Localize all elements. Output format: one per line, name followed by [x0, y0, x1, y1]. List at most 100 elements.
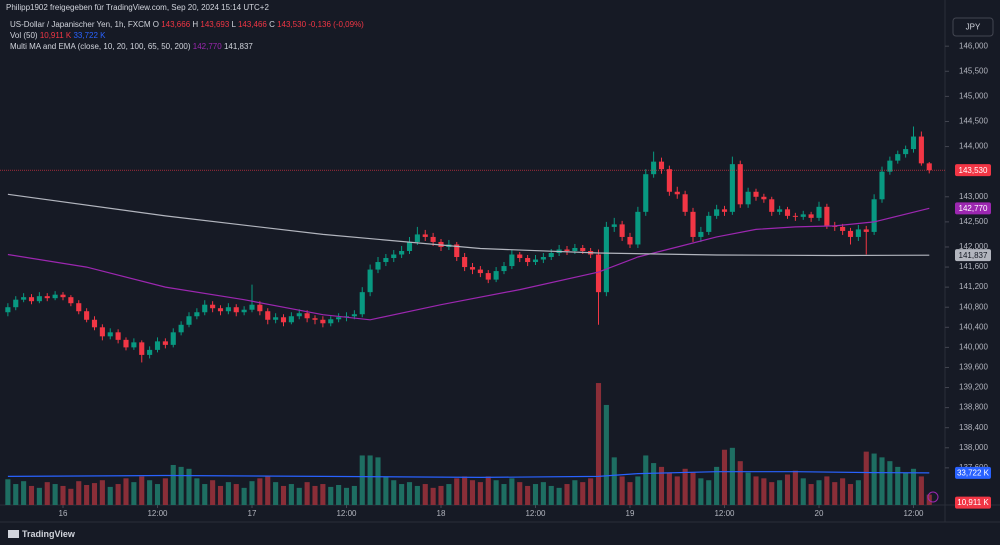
volume-bar: [320, 484, 326, 505]
candle-body: [651, 161, 657, 175]
volume-bar: [840, 478, 846, 505]
volume-bar: [800, 478, 806, 505]
candle-body: [887, 160, 893, 172]
volume-bar: [178, 466, 184, 505]
y-tick-label: 140,800: [959, 302, 988, 311]
candle-body: [580, 247, 586, 251]
moving-average-line: [7, 193, 930, 257]
candle-body: [729, 164, 735, 212]
volume-bar: [375, 457, 381, 505]
volume-bar: [761, 478, 767, 505]
price-tag: [955, 164, 991, 177]
volume-bar: [391, 480, 397, 505]
candle-body: [99, 327, 105, 337]
volume-bar: [627, 482, 633, 505]
volume-bar: [635, 476, 641, 505]
candle-body: [430, 236, 436, 242]
legend-item: Vol (50): [10, 31, 38, 40]
candle-body: [131, 342, 137, 348]
currency-button[interactable]: [952, 17, 994, 37]
x-tick-label: 12:00: [525, 509, 546, 518]
volume-bar: [666, 472, 672, 505]
volume-bar: [918, 476, 924, 505]
volume-bar: [123, 478, 129, 505]
volume-bar: [462, 476, 468, 505]
volume-bar: [5, 479, 11, 505]
volume-bar: [895, 466, 901, 505]
candle-body: [525, 258, 531, 263]
volume-bar: [603, 404, 609, 505]
legend-item: 143,666: [161, 20, 190, 29]
candle-body: [304, 313, 310, 319]
candle-body: [603, 226, 609, 293]
candle-body: [619, 224, 625, 237]
candle-body: [910, 136, 917, 150]
candle-body: [674, 191, 680, 195]
x-tick-label: 12:00: [336, 509, 357, 518]
y-tick-label: 142,500: [959, 217, 988, 226]
volume-bar: [186, 468, 192, 505]
candle-body: [186, 316, 192, 325]
candle-body: [926, 163, 932, 171]
candle-body: [68, 297, 74, 304]
legend-item: C: [269, 20, 275, 29]
x-tick-label: 12:00: [903, 509, 924, 518]
candle-body: [28, 297, 35, 302]
volume-bar: [430, 487, 436, 505]
y-tick-label: 144,000: [959, 142, 988, 151]
candle-body: [682, 194, 688, 212]
volume-bar: [68, 488, 74, 505]
icon[interactable]: [927, 491, 939, 503]
candle-body: [52, 294, 58, 299]
volume-bar: [13, 484, 19, 505]
legend-item: 10,911 K: [40, 31, 72, 40]
candle-body: [564, 249, 570, 251]
volume-bar: [493, 480, 499, 505]
volume-bar: [91, 483, 98, 505]
candle-body: [800, 214, 806, 217]
y-tick-label: 140,400: [959, 322, 988, 331]
candle-body: [328, 319, 334, 324]
candle-body: [123, 339, 129, 348]
candle-body: [399, 250, 405, 255]
currency[interactable]: JPY: [966, 23, 981, 32]
volume-bar: [588, 478, 594, 505]
moving-average-line: [7, 207, 930, 321]
candle-body: [296, 313, 302, 317]
volume-bar: [769, 482, 775, 505]
volume-bar: [343, 487, 350, 505]
price-tag-label: 141,837: [959, 251, 988, 260]
candle-body: [280, 317, 287, 323]
x-tick-label: 12:00: [714, 509, 735, 518]
volume-bar: [580, 482, 586, 505]
volume-bar: [383, 476, 389, 505]
y-tick-label: 138,000: [959, 443, 988, 452]
volume-bar: [28, 485, 35, 505]
candle-body: [383, 258, 389, 263]
candle-body: [469, 267, 476, 270]
candle-body: [658, 161, 665, 170]
volume-bar: [249, 481, 255, 505]
candle-body: [792, 215, 798, 217]
legend-item: US-Dollar / Japanischer Yen, 1h, FXCM: [10, 20, 151, 29]
candle-body: [784, 209, 791, 216]
volume-bar: [359, 455, 365, 505]
volume-bar: [532, 484, 539, 505]
volume-bar: [903, 472, 909, 505]
legend-item: -0,136 (-0,09%): [308, 20, 364, 29]
candle-body: [107, 332, 113, 337]
volume-bar: [217, 485, 224, 505]
candle-body: [320, 319, 326, 324]
candle-body: [91, 319, 98, 328]
candle-body: [871, 199, 877, 232]
y-tick-label: 145,500: [959, 66, 988, 75]
legend-item: 141,837: [224, 42, 253, 51]
y-tick-label: 138,800: [959, 403, 988, 412]
volume-bar: [540, 482, 546, 505]
candle-body: [548, 253, 554, 258]
volume-bar: [595, 383, 602, 505]
volume-bar: [265, 476, 271, 505]
candle-body: [627, 236, 633, 245]
volume-bar: [147, 480, 153, 505]
y-tick-label: 146,000: [959, 41, 988, 50]
